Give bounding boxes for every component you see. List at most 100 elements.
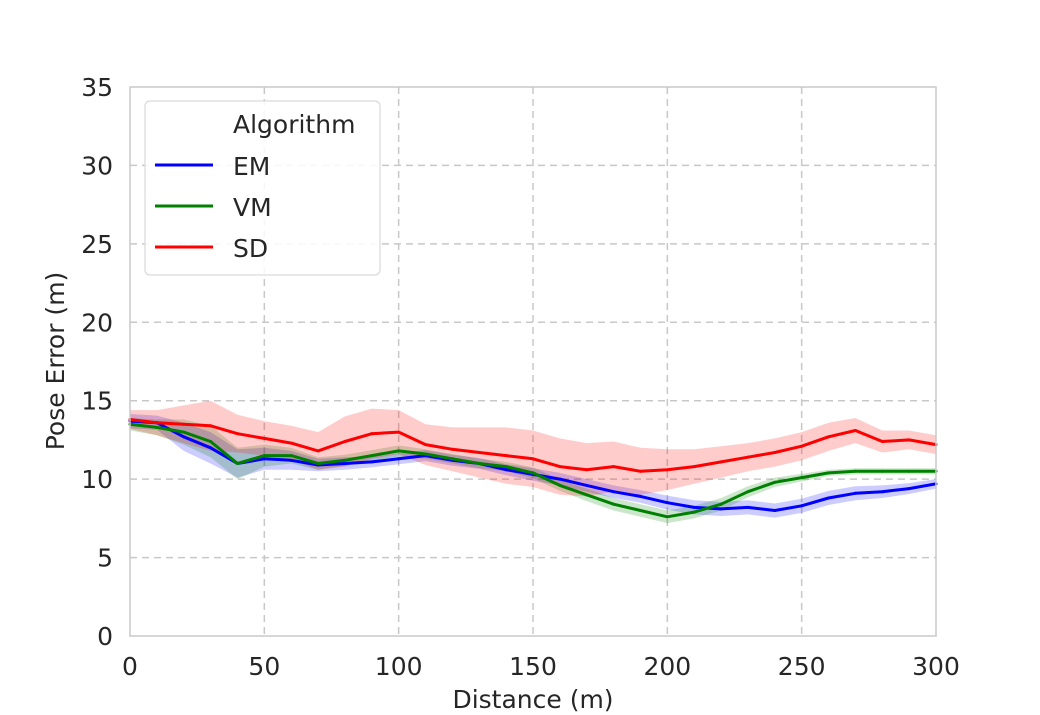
point-em [612, 490, 616, 494]
point-sd [773, 450, 777, 454]
legend-title: Algorithm [233, 110, 355, 139]
y-tick-label: 25 [81, 230, 113, 259]
band-sd [130, 400, 936, 497]
legend-label-vm: VM [233, 193, 272, 222]
point-em [504, 468, 508, 472]
point-em [773, 509, 777, 513]
point-vm [370, 454, 374, 458]
y-tick-label: 30 [81, 151, 113, 180]
x-tick-label: 250 [778, 652, 826, 681]
point-em [746, 505, 750, 509]
point-em [397, 457, 401, 461]
point-sd [343, 439, 347, 443]
point-vm [665, 515, 669, 519]
point-vm [531, 471, 535, 475]
point-vm [155, 425, 159, 429]
point-sd [235, 432, 239, 436]
point-sd [397, 430, 401, 434]
point-sd [612, 465, 616, 469]
x-axis-label: Distance (m) [452, 685, 613, 714]
point-sd [800, 444, 804, 448]
legend-label-sd: SD [233, 234, 268, 263]
point-vm [612, 502, 616, 506]
point-vm [182, 430, 186, 434]
y-tick-label: 0 [97, 622, 113, 651]
point-vm [209, 439, 213, 443]
point-sd [262, 436, 266, 440]
point-em [343, 461, 347, 465]
point-vm [907, 469, 911, 473]
point-sd [477, 450, 481, 454]
point-sd [209, 424, 213, 428]
point-sd [907, 438, 911, 442]
point-vm [638, 509, 642, 513]
point-vm [692, 510, 696, 514]
point-vm [800, 476, 804, 480]
point-sd [638, 469, 642, 473]
point-vm [585, 493, 589, 497]
point-vm [719, 502, 723, 506]
legend-box [144, 100, 381, 276]
point-vm [316, 461, 320, 465]
point-em [907, 487, 911, 491]
point-vm [477, 461, 481, 465]
y-tick-label: 20 [81, 308, 113, 337]
point-vm [235, 461, 239, 465]
y-axis-ticks: 0 5 10 15 20 25 30 35 [81, 73, 113, 651]
point-vm [289, 454, 293, 458]
point-sd [316, 449, 320, 453]
point-em [853, 491, 857, 495]
point-sd [450, 447, 454, 451]
point-em [638, 494, 642, 498]
x-tick-label: 300 [912, 652, 960, 681]
point-em [558, 477, 562, 481]
point-sd [504, 454, 508, 458]
point-sd [746, 455, 750, 459]
point-sd [585, 468, 589, 472]
point-vm [773, 480, 777, 484]
legend: Algorithm EM VM SD [144, 100, 381, 276]
point-vm [262, 454, 266, 458]
band-em [130, 414, 936, 518]
point-em [182, 435, 186, 439]
point-sd [155, 421, 159, 425]
point-sd [827, 435, 831, 439]
point-vm [450, 457, 454, 461]
point-sd [289, 441, 293, 445]
point-em [289, 458, 293, 462]
point-em [585, 483, 589, 487]
x-axis-ticks: 0 50 100 150 200 250 300 [122, 652, 960, 681]
point-vm [746, 490, 750, 494]
x-tick-label: 200 [643, 652, 691, 681]
point-em [665, 501, 669, 505]
x-tick-label: 50 [248, 652, 280, 681]
x-tick-label: 150 [509, 652, 557, 681]
point-sd [370, 432, 374, 436]
point-em [880, 490, 884, 494]
point-em [692, 505, 696, 509]
point-em [827, 496, 831, 500]
y-tick-label: 35 [81, 73, 113, 102]
plot-frame [129, 86, 937, 637]
point-sd [531, 457, 535, 461]
point-sd [665, 468, 669, 472]
legend-label-em: EM [233, 152, 270, 181]
point-sd [719, 460, 723, 464]
y-tick-label: 5 [97, 544, 113, 573]
point-em [800, 504, 804, 508]
point-sd [182, 422, 186, 426]
point-sd [880, 439, 884, 443]
series-lines [128, 418, 938, 519]
x-tick-label: 0 [122, 652, 138, 681]
y-axis-label: Pose Error (m) [41, 272, 70, 451]
point-em [370, 460, 374, 464]
point-sd [424, 443, 428, 447]
point-vm [397, 449, 401, 453]
point-vm [558, 483, 562, 487]
point-em [262, 457, 266, 461]
x-tick-label: 100 [375, 652, 423, 681]
y-tick-label: 10 [81, 465, 113, 494]
point-vm [424, 452, 428, 456]
point-vm [504, 465, 508, 469]
